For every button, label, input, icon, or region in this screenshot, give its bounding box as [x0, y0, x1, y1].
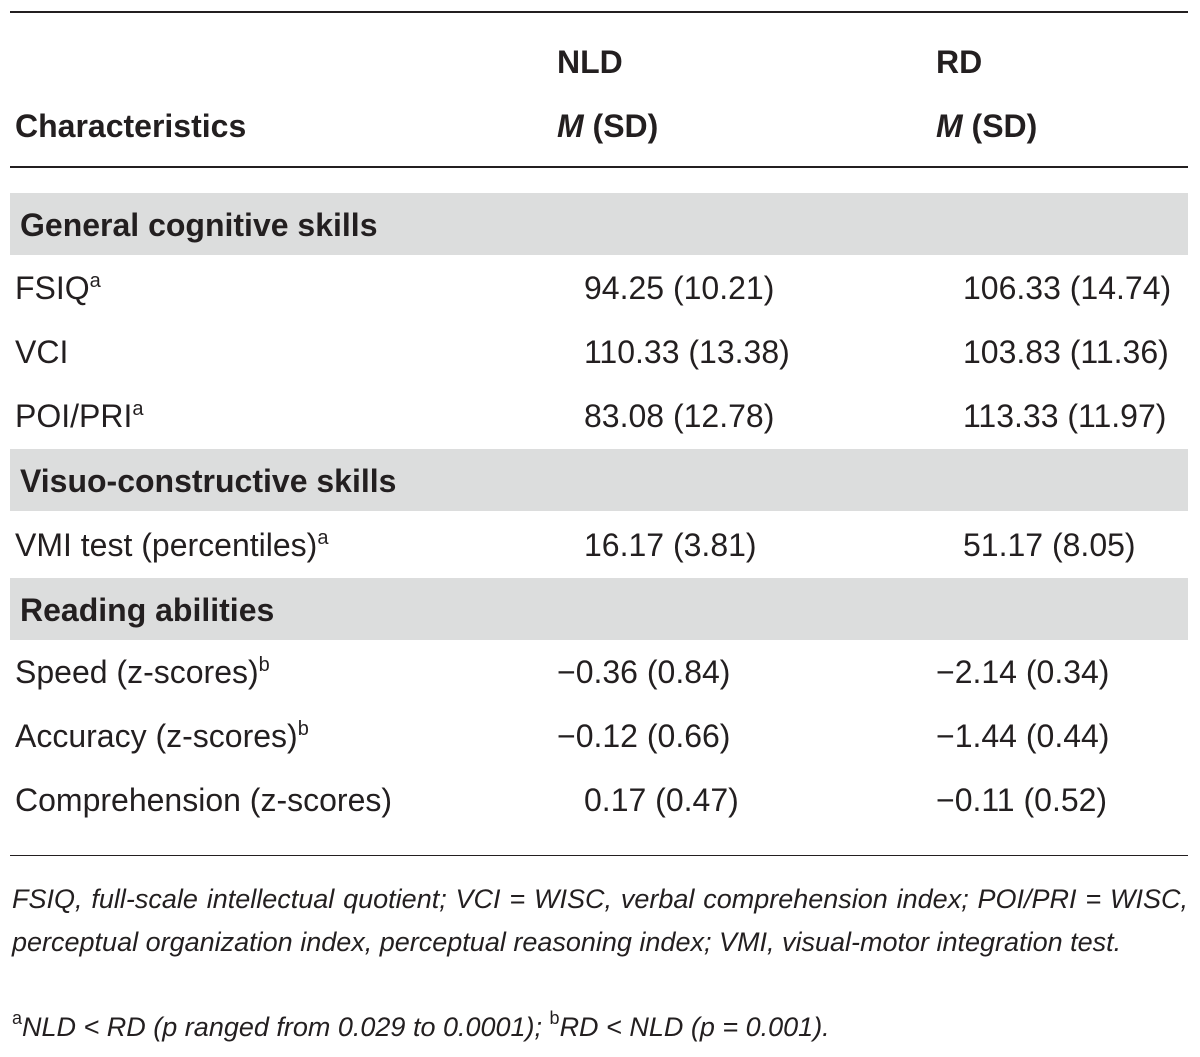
cell-nld: 0.17 (0.47) — [584, 782, 739, 818]
footnote-significance: aNLD < RD (p ranged from 0.029 to 0.0001… — [12, 1006, 1188, 1049]
header-stat-rd: M (SD) — [936, 108, 1038, 144]
row-label: VMI test (percentiles)a — [15, 527, 329, 563]
footnote-b-text: RD < NLD (p = 0.001). — [559, 1012, 830, 1042]
cell-rd: −1.44 (0.44) — [936, 718, 1110, 754]
cell-nld: 83.08 (12.78) — [584, 398, 775, 434]
header-bottom-rule — [10, 166, 1188, 168]
table-bottom-rule — [10, 855, 1188, 856]
header-group-rd: RD — [936, 44, 983, 80]
cell-nld: 110.33 (13.38) — [584, 334, 790, 370]
footnote-marker: b — [258, 654, 270, 676]
cell-nld: 94.25 (10.21) — [584, 270, 775, 306]
row-label: Speed (z-scores)b — [15, 654, 270, 690]
row-label: Comprehension (z-scores) — [15, 782, 393, 818]
section-title: General cognitive skills — [20, 207, 378, 243]
header-stat-nld: M (SD) — [557, 108, 659, 144]
row-label: Accuracy (z-scores)b — [15, 718, 309, 754]
footnote-abbreviations: FSIQ, full-scale intellectual quotient; … — [12, 884, 1188, 957]
table-top-rule — [10, 11, 1188, 13]
footnote-a-marker: a — [12, 1008, 23, 1028]
cell-nld: 16.17 (3.81) — [584, 527, 757, 563]
cell-rd: −0.11 (0.52) — [936, 782, 1108, 818]
cell-nld: −0.36 (0.84) — [557, 654, 731, 690]
cell-rd: 106.33 (14.74) — [963, 270, 1172, 306]
section-title: Reading abilities — [20, 592, 275, 628]
cell-nld: −0.12 (0.66) — [557, 718, 731, 754]
section-band-reading-abilities: Reading abilities — [10, 578, 1188, 640]
footnote-marker: b — [297, 718, 309, 740]
section-title: Visuo-constructive skills — [20, 463, 397, 499]
row-label: POI/PRIa — [15, 398, 144, 434]
cell-rd: −2.14 (0.34) — [936, 654, 1110, 690]
row-label: VCI — [15, 334, 69, 370]
footnote-marker: a — [89, 270, 101, 292]
footnote-a-text: NLD < RD (p ranged from 0.029 to 0.0001)… — [22, 1012, 550, 1042]
footnote-b-marker: b — [549, 1008, 560, 1028]
header-group-nld: NLD — [557, 44, 623, 80]
section-band-general-cognitive: General cognitive skills — [10, 193, 1188, 255]
cell-rd: 113.33 (11.97) — [963, 398, 1167, 434]
row-label: FSIQa — [15, 270, 101, 306]
footnote-marker: a — [317, 527, 329, 549]
section-band-visuo-constructive: Visuo-constructive skills — [10, 449, 1188, 511]
footnote-marker: a — [132, 398, 144, 420]
cell-rd: 103.83 (11.36) — [963, 334, 1169, 370]
header-characteristics: Characteristics — [15, 108, 247, 144]
cell-rd: 51.17 (8.05) — [963, 527, 1136, 563]
